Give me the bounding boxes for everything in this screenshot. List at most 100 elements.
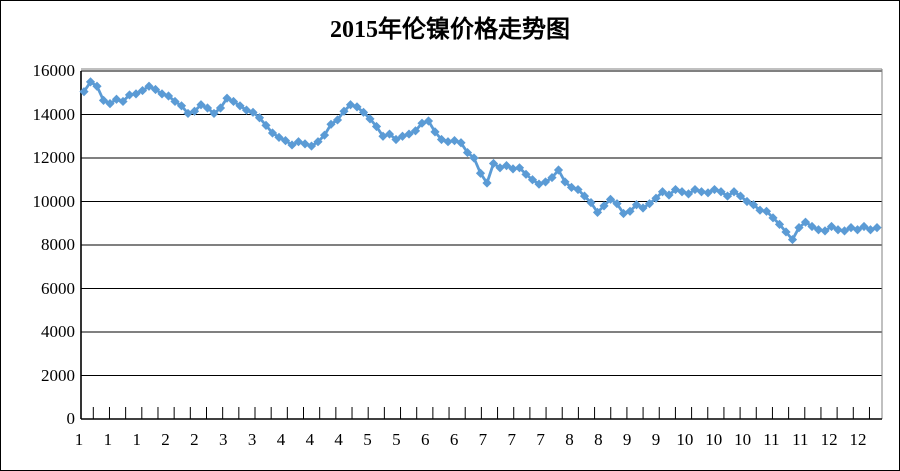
data-point-marker <box>508 164 518 174</box>
data-point-marker <box>79 87 89 97</box>
x-axis-label: 10 <box>705 430 723 449</box>
data-point-marker <box>800 217 811 227</box>
data-point-marker <box>313 137 323 147</box>
x-axis-label: 11 <box>763 430 780 449</box>
data-point-marker <box>521 169 531 179</box>
data-point-marker <box>235 101 245 111</box>
data-point-marker <box>274 132 284 142</box>
data-point-marker <box>267 128 278 138</box>
data-point-marker <box>722 191 733 201</box>
data-point-marker <box>560 177 570 187</box>
data-point-marker <box>807 221 817 232</box>
x-axis-label: 12 <box>820 430 838 449</box>
data-point-marker <box>631 200 642 210</box>
data-point-marker <box>820 226 830 236</box>
data-point-marker <box>482 178 492 188</box>
data-point-marker <box>105 99 115 109</box>
data-point-marker <box>547 172 557 183</box>
data-point-marker <box>579 191 590 201</box>
x-axis-label: 6 <box>449 430 459 449</box>
data-point-marker <box>209 108 219 119</box>
data-point-marker <box>469 153 479 163</box>
data-point-marker <box>683 189 694 199</box>
data-point-marker <box>443 137 453 147</box>
data-point-marker <box>586 197 596 208</box>
data-point-marker <box>319 130 330 140</box>
chart-title: 2015年伦镍价格走势图 <box>330 17 570 43</box>
data-point-marker <box>657 187 668 197</box>
data-point-marker <box>196 100 206 110</box>
data-point-marker <box>92 81 102 91</box>
data-point-marker <box>475 168 486 178</box>
data-point-marker <box>352 102 362 112</box>
data-point-marker <box>625 206 635 216</box>
data-point-marker <box>742 196 752 207</box>
data-point-marker <box>852 225 863 235</box>
data-point-marker <box>488 158 499 169</box>
x-axis-label: 1 <box>132 430 141 449</box>
data-point-marker <box>501 161 512 171</box>
x-axis-label: 9 <box>651 430 661 449</box>
data-point-marker <box>202 103 213 113</box>
data-point-marker <box>150 84 161 95</box>
x-axis-label: 7 <box>507 430 517 449</box>
data-point-marker <box>527 175 538 185</box>
x-axis-label: 12 <box>849 430 867 449</box>
data-point-marker <box>124 90 135 100</box>
data-point-marker <box>833 225 843 235</box>
data-point-marker <box>410 126 421 136</box>
data-point-marker <box>228 96 239 107</box>
data-point-marker <box>189 106 200 116</box>
data-point-marker <box>664 190 674 200</box>
data-point-marker <box>605 194 616 204</box>
data-point-marker <box>781 227 791 237</box>
x-axis-label: 11 <box>792 430 809 449</box>
x-axis-label: 4 <box>305 430 315 449</box>
data-point-marker <box>306 141 317 151</box>
x-axis-label: 1 <box>103 430 113 449</box>
data-point-marker <box>787 234 798 245</box>
data-point-marker <box>651 193 661 203</box>
data-point-marker <box>365 114 375 124</box>
data-point-marker <box>644 199 655 209</box>
data-point-marker <box>768 213 778 223</box>
data-point-marker <box>215 103 226 113</box>
x-axis-label: 10 <box>676 430 694 449</box>
x-axis-label: 8 <box>594 430 603 449</box>
x-axis-label: 10 <box>734 430 752 449</box>
data-point-marker <box>98 95 109 105</box>
data-point-marker <box>839 226 850 236</box>
data-point-marker <box>339 106 349 116</box>
data-point-marker <box>456 138 466 148</box>
data-point-marker <box>326 119 336 129</box>
data-point-marker <box>703 188 713 198</box>
x-axis-label: 9 <box>622 430 632 449</box>
data-point-marker <box>599 201 609 211</box>
x-axis-label: 7 <box>536 430 545 449</box>
y-axis-label: 2000 <box>41 365 75 385</box>
data-point-marker <box>131 89 141 99</box>
data-point-marker <box>391 134 401 145</box>
data-point-marker <box>826 221 837 232</box>
data-point-marker <box>761 206 772 216</box>
data-point-marker <box>794 223 804 233</box>
x-axis-label: 4 <box>334 430 343 449</box>
data-point-marker <box>287 140 297 150</box>
x-axis-label: 8 <box>565 430 574 449</box>
x-axis-label: 4 <box>276 430 286 449</box>
data-point-marker <box>540 177 551 187</box>
data-point-marker <box>735 191 746 201</box>
data-point-marker <box>163 91 174 101</box>
data-point-marker <box>222 93 232 103</box>
data-point-marker <box>404 129 414 139</box>
data-point-marker <box>872 223 882 233</box>
x-axis-label: 3 <box>219 430 228 449</box>
y-axis-label: 4000 <box>41 322 75 341</box>
data-point-marker <box>638 203 648 213</box>
data-point-marker <box>118 96 128 107</box>
data-point-marker <box>144 81 154 91</box>
y-axis-label: 16000 <box>32 61 76 80</box>
data-point-marker <box>573 184 583 195</box>
